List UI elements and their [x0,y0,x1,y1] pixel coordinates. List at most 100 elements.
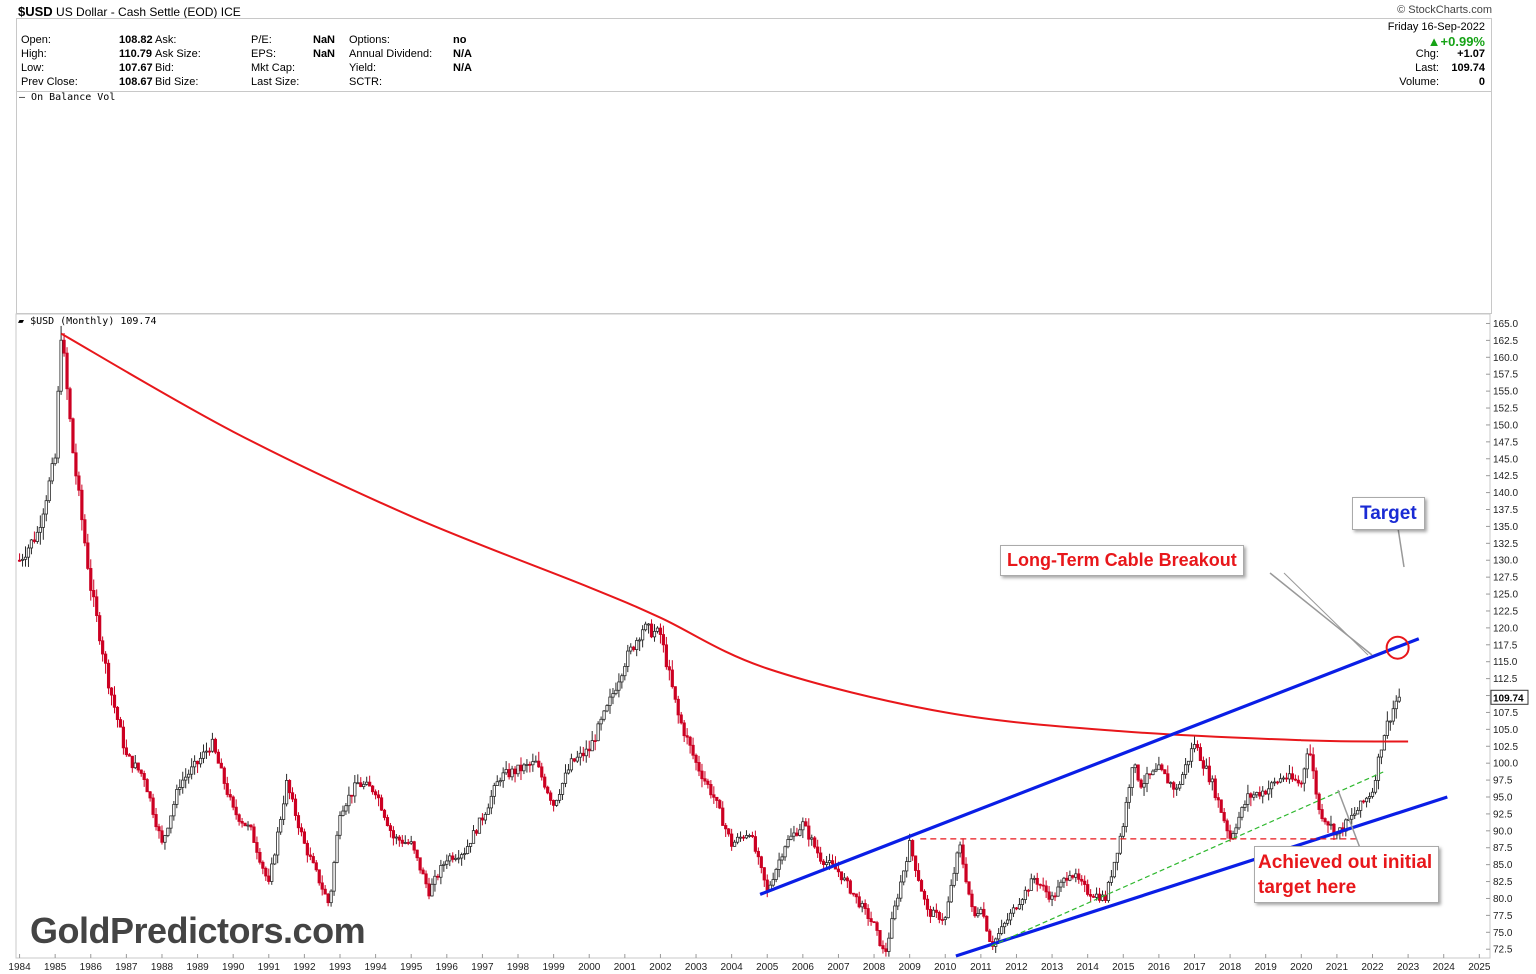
candle-body [905,861,909,872]
candle-body [614,689,618,695]
x-tick-label: 2019 [1255,962,1278,973]
candle-body [320,882,324,890]
candle-body [786,839,790,848]
candle-body [557,794,562,801]
candle-body [635,640,639,650]
candle-body [617,681,621,691]
candle-body [925,898,930,910]
candle-body [623,666,627,677]
quote-value: N/A [453,62,472,74]
candle-body [415,849,419,859]
candle-body [442,863,446,866]
last-price-tag [1490,689,1529,705]
candle-body [267,875,271,882]
candle-body [913,855,918,871]
x-tick-label: 1996 [436,962,459,973]
axis-layer: 72.5 75.0 77.5 80.0 82.5 85.0 87.5 90.0 92.5 95.0… [8,319,1529,973]
candle-body [219,762,223,769]
candle-body [421,869,425,875]
candle-body [35,531,39,542]
x-tick-label: 1988 [151,962,174,973]
candle-body [151,797,155,815]
candle-body [65,352,69,390]
candle-body [284,780,289,805]
candle-body [733,841,737,847]
candle-body [195,760,200,765]
candle-body [501,772,505,782]
breakout-leader [1269,572,1373,656]
candle-body [329,890,333,904]
candle-body [1106,881,1111,901]
candle-body [1249,793,1253,798]
candle-body [1302,768,1306,784]
candle-body [1385,720,1389,736]
candle-body [1148,773,1152,776]
candle-body [62,339,66,354]
candle-body [1287,773,1292,780]
candle-body [649,623,654,638]
candle-body [578,752,582,758]
candle-body [1154,768,1158,772]
candle-body [133,762,137,769]
candle-body [112,694,117,708]
candle-body [193,760,197,768]
candle-body [362,783,366,787]
candle-body [1178,783,1182,789]
obv-legend-icon: — [19,92,32,103]
candle-body [1071,875,1075,878]
quote-label: Yield: [349,62,377,74]
candle-body [474,830,479,834]
candle-body [949,884,953,903]
candle-body [489,795,493,809]
y-tick-label: 165.0 [1493,319,1518,330]
candle-body [273,854,277,865]
candle-body [970,893,974,908]
quote-value: 107.67 [119,62,153,74]
candle-body [1163,769,1167,775]
candle-body [353,782,357,797]
y-tick-label: 140.0 [1493,488,1518,499]
candle-body [875,922,879,931]
candle-body [1032,877,1036,880]
candle-body [293,798,298,816]
candle-body [1160,764,1164,771]
candle-body [608,696,612,706]
candle-body [819,852,823,862]
candle-body [160,830,164,843]
candle-body [1228,830,1232,839]
candle-body [626,650,630,667]
candle-body [403,842,407,844]
y-tick-label: 152.5 [1493,404,1518,415]
candle-body [967,881,971,895]
y-tick-label: 90.0 [1493,826,1513,837]
x-tick-label: 1987 [115,962,138,973]
candle-body [1189,748,1194,762]
candle-body [997,933,1001,940]
candle-body [893,905,897,920]
candle-body [1186,760,1191,766]
candle-body [1299,782,1303,785]
candle-body [439,865,443,878]
candle-body [157,826,161,832]
candle-body [1296,779,1300,784]
candle-body [685,735,689,738]
candle-body [955,852,959,874]
candle-body [376,794,381,799]
x-tick-label: 2010 [934,962,957,973]
achieved-line-1: Achieved out initial [1258,852,1433,873]
candle-body [679,714,683,724]
candle-body [127,754,131,757]
candle-body [531,761,535,766]
candle-body [857,896,861,908]
candle-body [190,766,194,775]
candle-body [1237,816,1241,829]
y-tick-label: 72.5 [1493,945,1513,956]
candle-body [276,831,280,856]
candle-body [753,836,757,852]
candle-body [587,748,591,752]
candle-body [878,930,882,946]
candle-body [68,388,72,420]
quote-label: High: [21,48,47,60]
candle-body [1311,754,1315,772]
